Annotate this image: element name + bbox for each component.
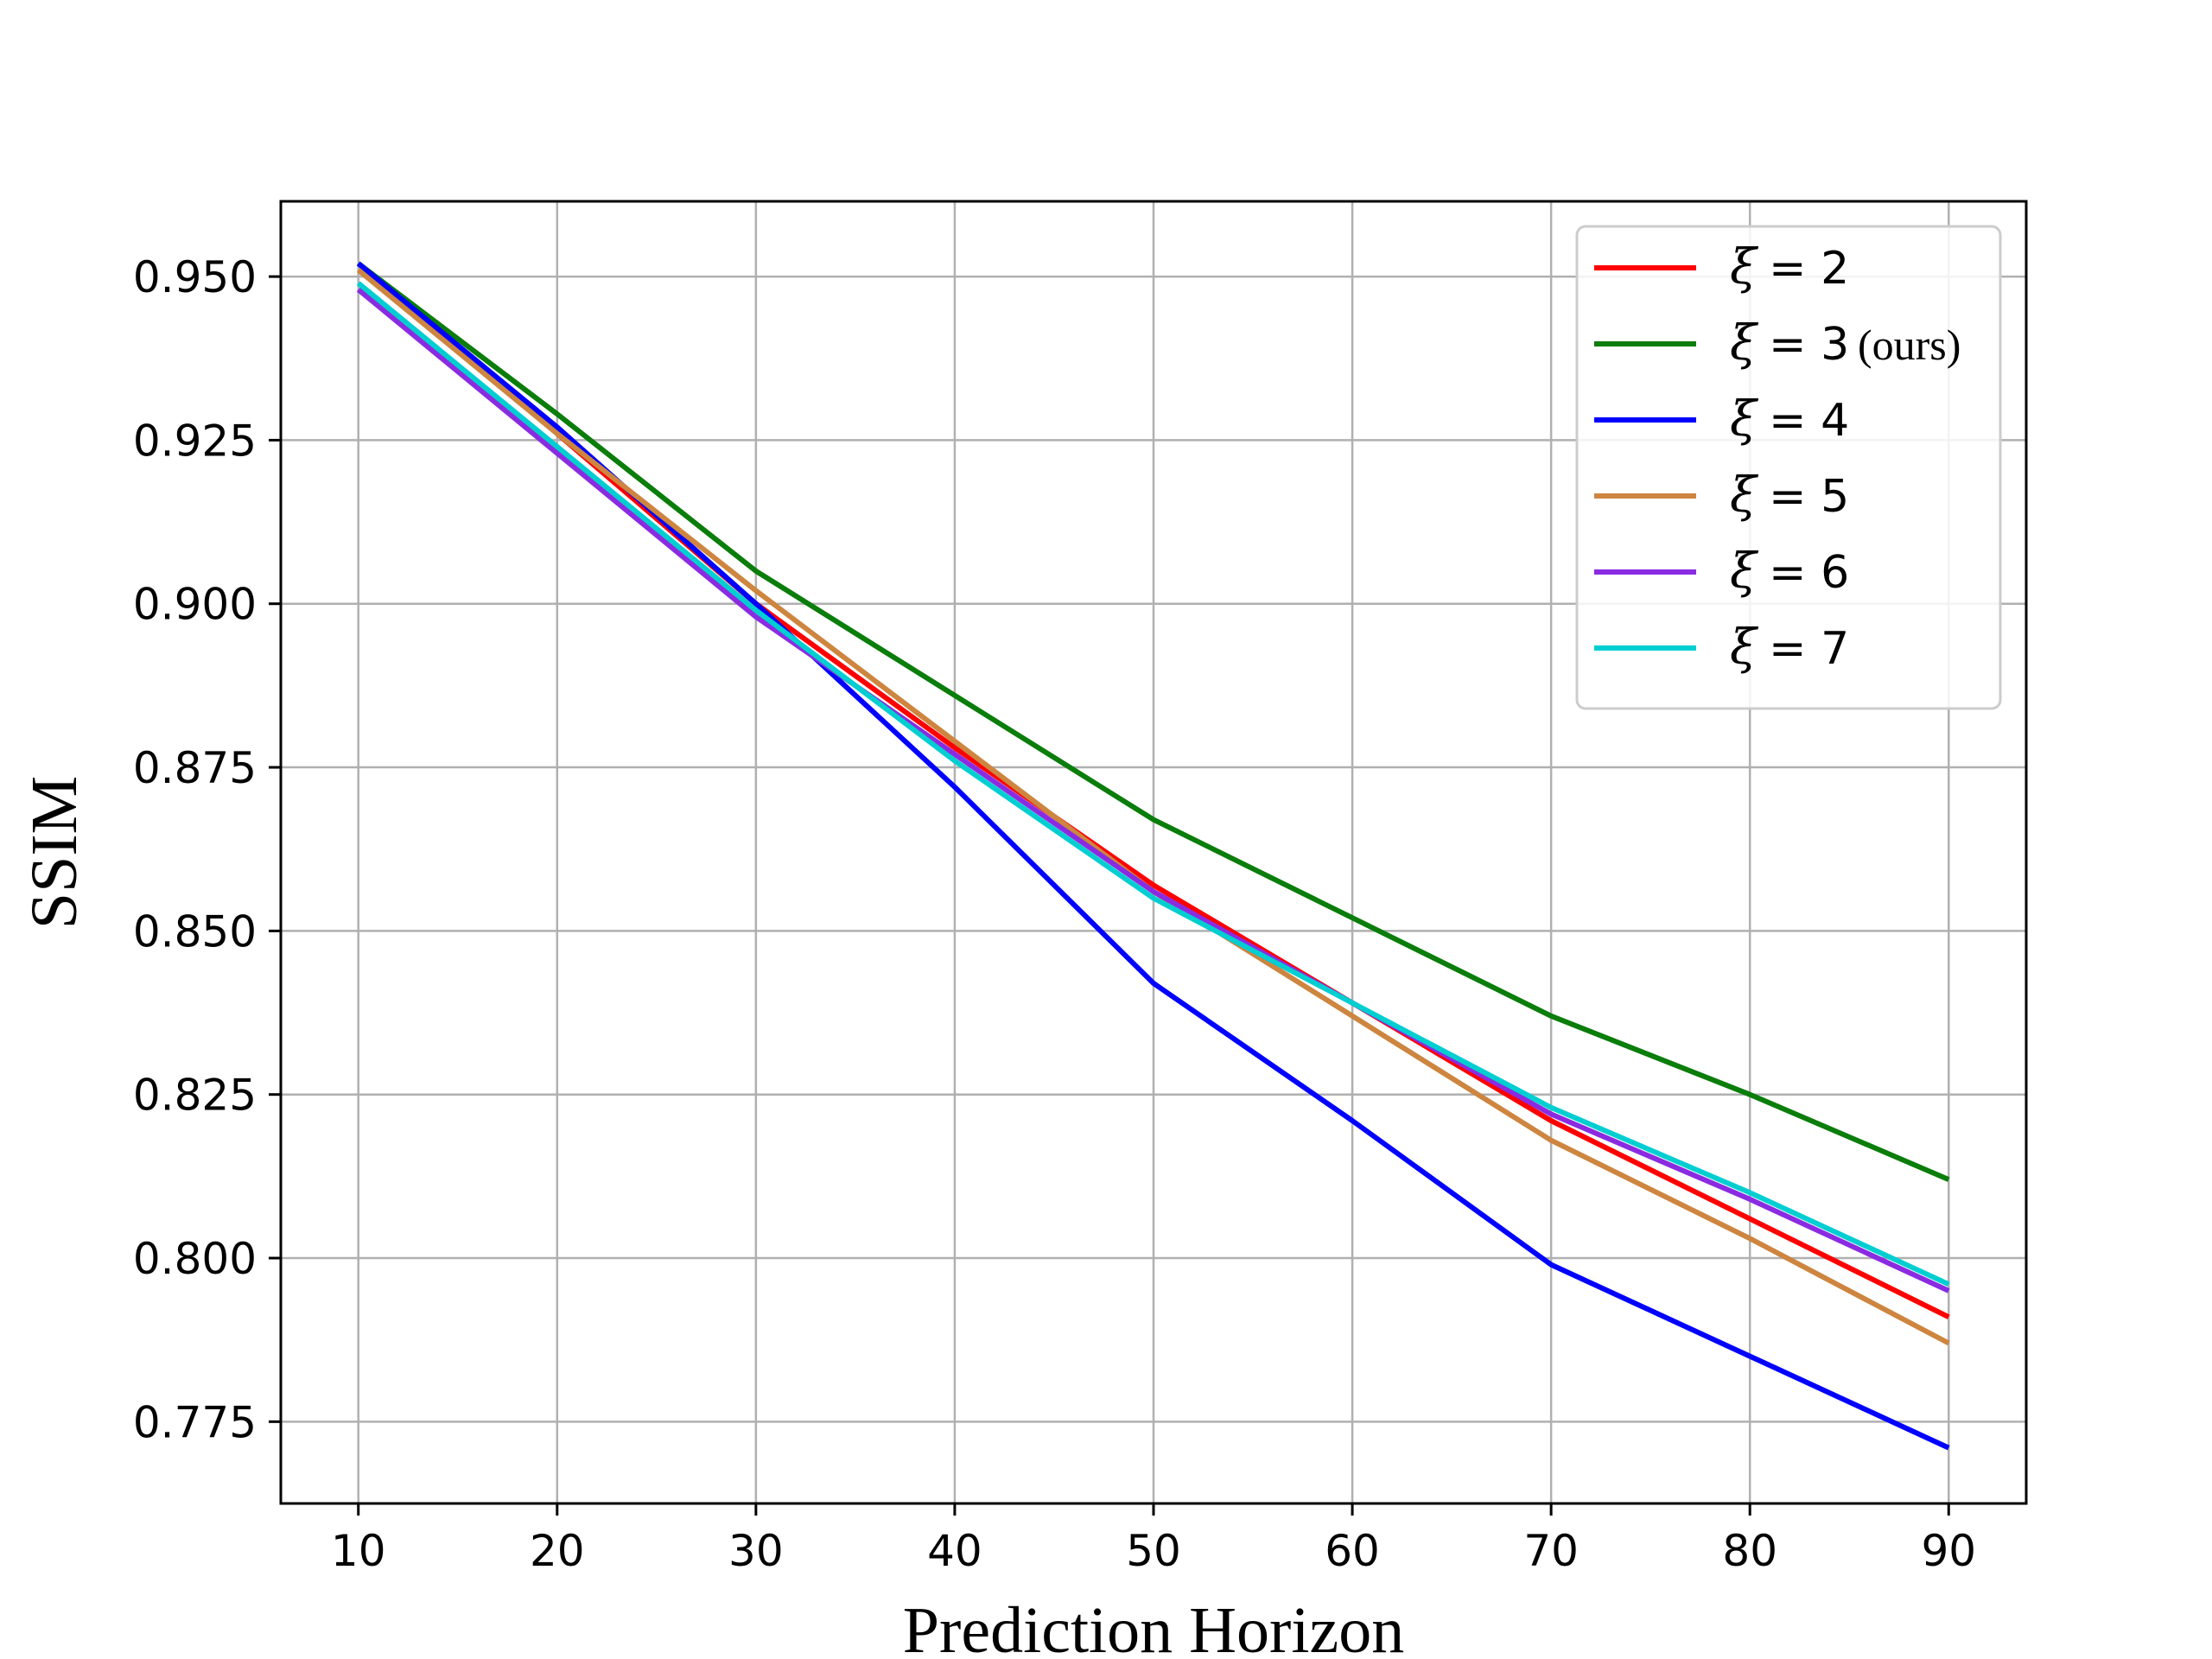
y-axis-title: SSIM <box>18 776 91 929</box>
y-tick-label: 0.850 <box>133 906 257 957</box>
legend: ξ = 2ξ = 3 (ours)ξ = 4ξ = 5ξ = 6ξ = 7 <box>1575 225 2002 710</box>
legend-label: = 7 <box>1769 623 1849 675</box>
legend-symbol: ξ <box>1730 467 1759 524</box>
x-tick-label: 40 <box>927 1526 982 1576</box>
series-line <box>356 261 1950 1182</box>
legend-label: = 6 <box>1769 547 1849 599</box>
x-tick-label: 10 <box>331 1526 386 1576</box>
x-axis-title: Prediction Horizon <box>903 1594 1404 1659</box>
y-tick-label: 0.800 <box>133 1234 257 1284</box>
y-tick-label: 0.825 <box>133 1071 257 1121</box>
legend-label: = 5 <box>1769 471 1849 523</box>
y-tick-label: 0.925 <box>133 416 257 466</box>
legend-label: = 3 <box>1769 319 1849 371</box>
series-line <box>356 281 1950 1287</box>
x-tick-label: 30 <box>728 1526 784 1576</box>
ticks: 10 20 30 40 50 60 70 80 90 0.775 0.800 0.825 0.850 0.… <box>133 252 1976 1576</box>
y-tick-label: 0.775 <box>133 1397 257 1447</box>
legend-label-suffix: (ours) <box>1858 321 1961 369</box>
legend-symbol: ξ <box>1730 239 1759 296</box>
legend-symbol: ξ <box>1730 391 1759 448</box>
legend-symbol: ξ <box>1730 543 1759 600</box>
x-tick-label: 50 <box>1126 1526 1181 1576</box>
legend-symbol: ξ <box>1730 315 1759 372</box>
series-line <box>356 287 1950 1294</box>
x-tick-label: 70 <box>1523 1526 1579 1576</box>
x-tick-label: 60 <box>1325 1526 1380 1576</box>
x-tick-label: 20 <box>530 1526 585 1576</box>
legend-symbol: ξ <box>1730 620 1759 676</box>
legend-label: = 4 <box>1769 395 1849 447</box>
x-tick-label: 80 <box>1722 1526 1777 1576</box>
legend-box <box>1575 225 2002 710</box>
x-tick-label: 90 <box>1921 1526 1976 1576</box>
y-tick-label: 0.875 <box>133 743 257 793</box>
y-tick-label: 0.950 <box>133 252 257 302</box>
legend-label: = 2 <box>1769 243 1849 295</box>
y-tick-label: 0.900 <box>133 580 257 630</box>
series-layer <box>356 261 1950 1451</box>
series-line <box>356 261 1950 1319</box>
